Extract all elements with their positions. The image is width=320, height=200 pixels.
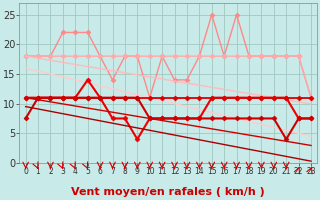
X-axis label: Vent moyen/en rafales ( km/h ): Vent moyen/en rafales ( km/h )	[71, 187, 265, 197]
